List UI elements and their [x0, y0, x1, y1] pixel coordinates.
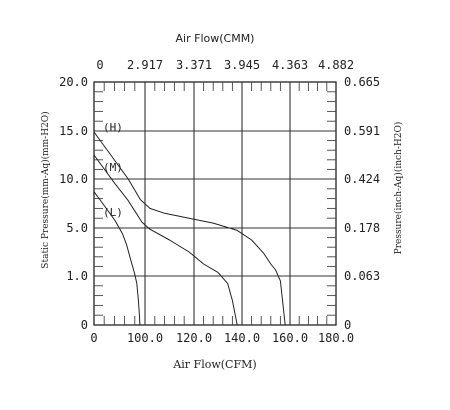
top-axis-title: Air Flow(CMM): [176, 32, 255, 45]
left-tick-label: 10.0: [59, 172, 88, 186]
series-line-l: [93, 191, 141, 326]
top-tick-label: 4.363: [272, 58, 308, 72]
right-tick-label: 0.591: [344, 124, 380, 138]
right-tick-label: 0.178: [344, 221, 380, 235]
left-tick-label: 20.0: [59, 75, 88, 89]
x-tick-label: 180.0: [318, 331, 354, 345]
grid: [94, 82, 336, 325]
right-tick-label: 0: [344, 318, 351, 332]
plot-frame: [93, 81, 337, 326]
x-tick-label: 0: [90, 331, 97, 345]
top-tick-label: 4.882: [318, 58, 354, 72]
top-tick-label: 2.917: [127, 58, 163, 72]
top-tick-label: 3.945: [224, 58, 260, 72]
left-tick-label: 1.0: [66, 269, 88, 283]
series-line-h: [93, 131, 286, 326]
x-tick-label: 100.0: [127, 331, 163, 345]
left-tick-label: 5.0: [66, 221, 88, 235]
series-labels: (H) (M) (L): [103, 121, 123, 219]
right-axis-title: Pressure(inch-Aq)(inch-H2O): [393, 122, 404, 255]
right-tick-label: 0.665: [344, 75, 380, 89]
series-label-h: (H): [103, 121, 123, 134]
left-tick-label: 0: [81, 318, 88, 332]
x-tick-label: 160.0: [272, 331, 308, 345]
series-label-l: (L): [103, 206, 123, 219]
left-axis-title: Static Pressure(mm-Aq)(mm-H2O): [40, 111, 51, 268]
x-tick-label: 140.0: [224, 331, 260, 345]
left-tick-label: 15.0: [59, 124, 88, 138]
tick-labels: 0 2.917 3.371 3.945 4.363 4.882 0 100.0 120.0 140…: [59, 58, 380, 345]
series-group: [93, 131, 286, 326]
top-tick-label: 3.371: [176, 58, 212, 72]
bottom-axis-title: Air Flow(CFM): [172, 358, 256, 371]
x-tick-label: 120.0: [176, 331, 212, 345]
top-tick-label: 0: [96, 58, 103, 72]
minor-ticks: [94, 82, 336, 325]
right-tick-label: 0.063: [344, 269, 380, 283]
series-label-m: (M): [103, 161, 123, 174]
series-line-m: [93, 154, 238, 326]
right-tick-label: 0.424: [344, 172, 380, 186]
